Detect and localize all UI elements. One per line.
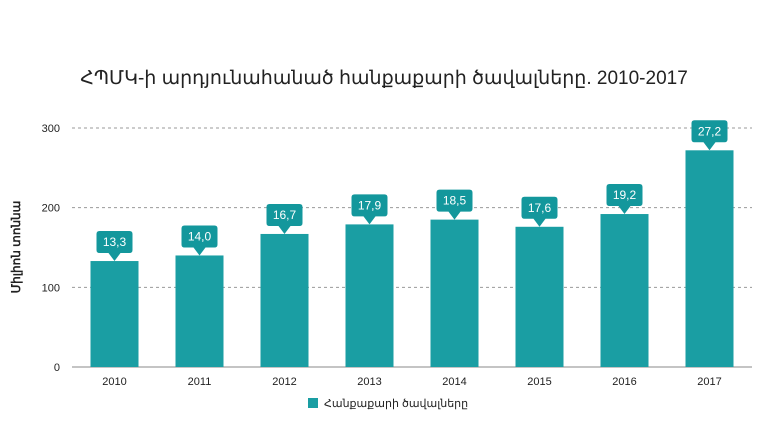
x-tick-label: 2010 xyxy=(102,376,126,388)
bar xyxy=(515,226,564,367)
data-label: 19,2 xyxy=(613,188,637,202)
bar xyxy=(90,261,139,367)
x-tick-label: 2015 xyxy=(527,376,551,388)
data-labels: 13,3 14,0 16,7 17,9 18,5 17,6 19,2 27,2 xyxy=(96,120,728,262)
y-tick-label: 200 xyxy=(42,203,60,215)
data-label: 13,3 xyxy=(103,235,127,249)
y-tick-label: 100 xyxy=(42,282,60,294)
data-label-bubble xyxy=(181,225,218,256)
legend-label: Հանքաքարի ծավալները xyxy=(324,398,468,410)
x-tick-label: 2017 xyxy=(697,376,721,388)
data-label-bubble xyxy=(96,231,133,262)
data-label: 14,0 xyxy=(188,229,212,243)
data-label-bubble xyxy=(691,120,728,151)
bar xyxy=(175,255,224,367)
y-tick-label: 0 xyxy=(54,362,60,374)
y-tick-label: 300 xyxy=(42,123,60,135)
bar xyxy=(430,219,479,367)
data-label: 27,2 xyxy=(698,124,722,138)
data-label-bubble xyxy=(436,189,473,220)
grid-lines xyxy=(72,127,752,368)
bar xyxy=(260,233,309,367)
x-tick-label: 2013 xyxy=(357,376,381,388)
legend-swatch xyxy=(308,398,318,408)
data-label: 16,7 xyxy=(273,208,297,222)
data-label: 18,5 xyxy=(443,194,467,208)
bar xyxy=(685,150,734,367)
x-tick-label: 2016 xyxy=(612,376,636,388)
bar xyxy=(600,214,649,367)
bar xyxy=(345,224,394,367)
data-label-bubble xyxy=(266,203,303,234)
legend[interactable]: Հանքաքարի ծավալները xyxy=(308,398,468,410)
data-label-bubble xyxy=(521,196,558,227)
x-axis-ticks: 2010 2011 2012 2013 2014 2015 2016 2017 xyxy=(102,376,721,388)
bar-series xyxy=(90,150,734,367)
y-axis-ticks: 0 100 200 300 xyxy=(42,123,60,374)
y-axis-label: Միլիոն տոննա xyxy=(9,201,23,294)
data-label: 17,6 xyxy=(528,201,552,215)
x-tick-label: 2012 xyxy=(272,376,296,388)
x-tick-label: 2011 xyxy=(188,376,212,388)
x-tick-label: 2014 xyxy=(442,376,466,388)
data-label-bubble xyxy=(351,194,388,225)
data-label: 17,9 xyxy=(358,198,382,212)
data-label-bubble xyxy=(606,184,643,215)
chart-title: ՀՊՄԿ-ի արդյունահանած հանքաքարի ծավալները… xyxy=(80,68,688,89)
